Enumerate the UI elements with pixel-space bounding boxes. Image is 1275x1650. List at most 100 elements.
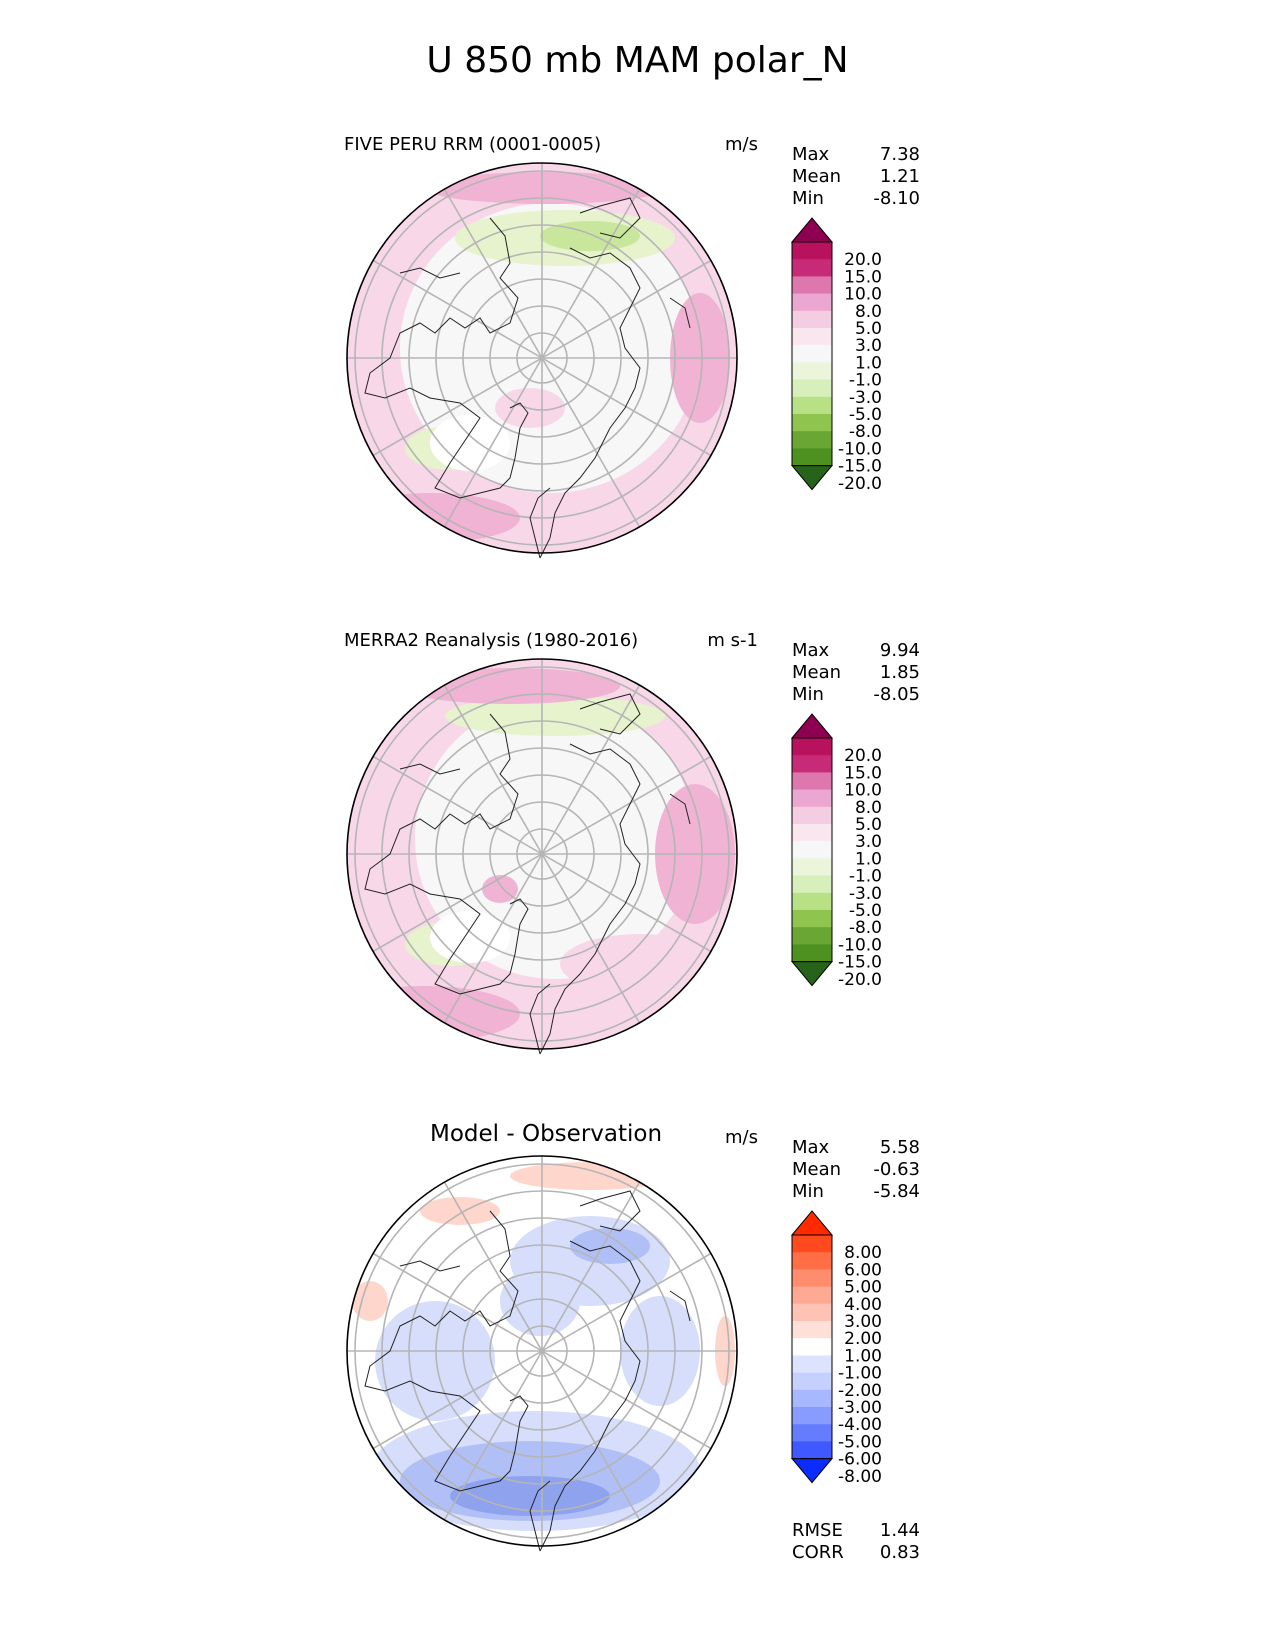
colorbar-segment: [792, 328, 832, 346]
contour-region: [430, 415, 510, 471]
colorbar-segment: [792, 259, 832, 277]
colorbar-segment: [792, 362, 832, 381]
panel-units: m/s: [725, 1127, 758, 1148]
colorbar-tick-label: -20.0: [838, 474, 882, 494]
colorbar-segment: [792, 1389, 832, 1408]
colorbar-frame: [791, 241, 833, 467]
panel-title: MERRA2 Reanalysis (1980-2016): [344, 630, 639, 651]
colorbar-extend-max: [790, 217, 834, 243]
coastline: [579, 693, 641, 735]
colorbar-segment: [792, 1235, 832, 1253]
stat-corr: CORR 0.83: [792, 1542, 920, 1563]
stat-max: Max 7.38: [792, 144, 920, 165]
contour-region: [352, 1281, 388, 1321]
meridian-line: [443, 188, 641, 528]
colorbar-extend-min: [790, 961, 834, 987]
coastline: [539, 743, 641, 1055]
map-layer: [346, 658, 738, 1055]
coastline: [364, 217, 529, 499]
coastline: [529, 1480, 551, 1552]
colorbar-tick-label: -15.0: [838, 953, 882, 973]
colorbar-tick-label: -10.0: [838, 935, 882, 955]
coastline: [399, 1260, 461, 1272]
coastline: [579, 197, 641, 239]
colorbar-tick-label: 4.00: [844, 1295, 882, 1315]
coastline: [669, 297, 691, 329]
colorbar: 20.015.010.08.05.03.01.0-1.0-3.0-5.0-8.0…: [790, 217, 882, 494]
coastlines: [364, 693, 691, 1055]
colorbar-tick-label: 3.00: [844, 1312, 882, 1332]
colorbar-tick-label: 5.0: [855, 319, 882, 339]
coastline: [529, 983, 551, 1055]
stat-rmse: RMSE 1.44: [792, 1520, 920, 1541]
colorbar-segment: [792, 345, 832, 363]
contour-region: [540, 221, 640, 251]
map-layer: [346, 1155, 738, 1552]
stats-block: Max 5.58 Mean -0.63 Min -5.84: [792, 1137, 920, 1203]
meridian-line: [443, 1181, 641, 1521]
coastline: [399, 267, 461, 279]
colorbar-segment: [792, 806, 832, 825]
contour-region: [482, 875, 518, 903]
colorbar-tick-label: 3.0: [855, 832, 882, 852]
colorbar-tick-label: 3.0: [855, 336, 882, 356]
colorbar-segment: [792, 789, 832, 808]
colorbar-tick-label: -1.0: [849, 867, 882, 887]
polar-map: [346, 162, 738, 559]
contour-region: [560, 934, 720, 994]
colorbar-segment: [792, 1303, 832, 1322]
contour-region: [450, 1476, 610, 1516]
colorbar-extend-min: [790, 465, 834, 491]
colorbar-segment: [792, 276, 832, 295]
contour-region: [425, 172, 665, 204]
coastline: [399, 763, 461, 775]
stat-min: Min -8.10: [792, 188, 920, 209]
stat-mean: Mean -0.63: [792, 1159, 920, 1180]
colorbar-segment: [792, 738, 832, 756]
colorbar-frame: [791, 737, 833, 963]
colorbar-segment: [792, 242, 832, 260]
colorbar-tick-label: -1.0: [849, 371, 882, 391]
panel-units: m s-1: [707, 630, 758, 651]
stats-block: Max 7.38 Mean 1.21 Min -8.10: [792, 144, 920, 210]
polar-map: [346, 658, 738, 1055]
colorbar-tick-label: -2.00: [838, 1381, 882, 1401]
colorbar-segment: [792, 1424, 832, 1442]
colorbar-tick-label: -15.0: [838, 457, 882, 477]
panel-title: Model - Observation: [430, 1121, 663, 1147]
colorbar-segment: [792, 1407, 832, 1425]
colorbar-segment: [792, 1286, 832, 1305]
colorbar-segment: [792, 431, 832, 449]
colorbar-tick-label: 20.0: [844, 250, 882, 270]
coastlines: [364, 197, 691, 559]
colorbar-segment: [792, 310, 832, 329]
colorbar: 8.006.005.004.003.002.001.00-1.00-2.00-3…: [790, 1210, 882, 1487]
panel-model: FIVE PERU RRM (0001-0005) m/s Max 7.38 Me…: [0, 134, 1275, 614]
colorbar-tick-label: -8.0: [849, 918, 882, 938]
coastline: [364, 1210, 529, 1492]
colorbar-tick-label: -8.0: [849, 422, 882, 442]
colorbar-tick-label: -8.00: [838, 1467, 882, 1487]
figure-title: U 850 mb MAM polar_N: [426, 40, 849, 81]
colorbar-tick-label: -6.00: [838, 1450, 882, 1470]
colorbar-segment: [792, 944, 832, 963]
colorbar-segment: [792, 379, 832, 398]
colorbar-tick-label: -5.0: [849, 901, 882, 921]
colorbar-segment: [792, 396, 832, 415]
stat-min: Min -8.05: [792, 684, 920, 705]
colorbar-segment: [792, 1441, 832, 1460]
colorbar-extend-min: [790, 1458, 834, 1484]
stat-max: Max 9.94: [792, 640, 920, 661]
colorbar-tick-label: -5.00: [838, 1432, 882, 1452]
colorbar-tick-label: 5.0: [855, 815, 882, 835]
colorbar-tick-label: 10.0: [844, 781, 882, 801]
colorbar-tick-label: 1.00: [844, 1346, 882, 1366]
coastline: [539, 1240, 641, 1552]
colorbar-segment: [792, 755, 832, 773]
colorbar-tick-label: -1.00: [838, 1364, 882, 1384]
coastlines: [364, 1190, 691, 1552]
meridian-line: [443, 684, 641, 1024]
colorbar-tick-label: 6.00: [844, 1260, 882, 1280]
colorbar-tick-label: 10.0: [844, 285, 882, 305]
polar-map: [346, 1155, 738, 1552]
